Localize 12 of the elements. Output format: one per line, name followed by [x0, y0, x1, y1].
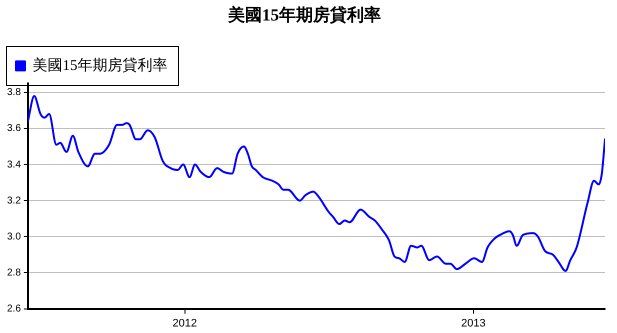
y-tick-label: 3.8: [6, 87, 22, 98]
y-tick-label: 3.6: [6, 123, 22, 134]
y-tick-label: 2.8: [6, 267, 22, 278]
line-series: [28, 95, 605, 272]
x-tick-label: 2013: [461, 317, 486, 330]
y-tick-label: 3.2: [6, 195, 22, 206]
x-tick-label: 2012: [172, 317, 198, 330]
chart-title: 美國15年期房貸利率: [227, 6, 381, 25]
y-tick-label: 3.4: [6, 159, 22, 170]
legend-label: 美國15年期房貸利率: [32, 56, 168, 74]
y-tick-label: 3.0: [6, 231, 22, 242]
y-tick-label: 2.6: [6, 304, 22, 315]
